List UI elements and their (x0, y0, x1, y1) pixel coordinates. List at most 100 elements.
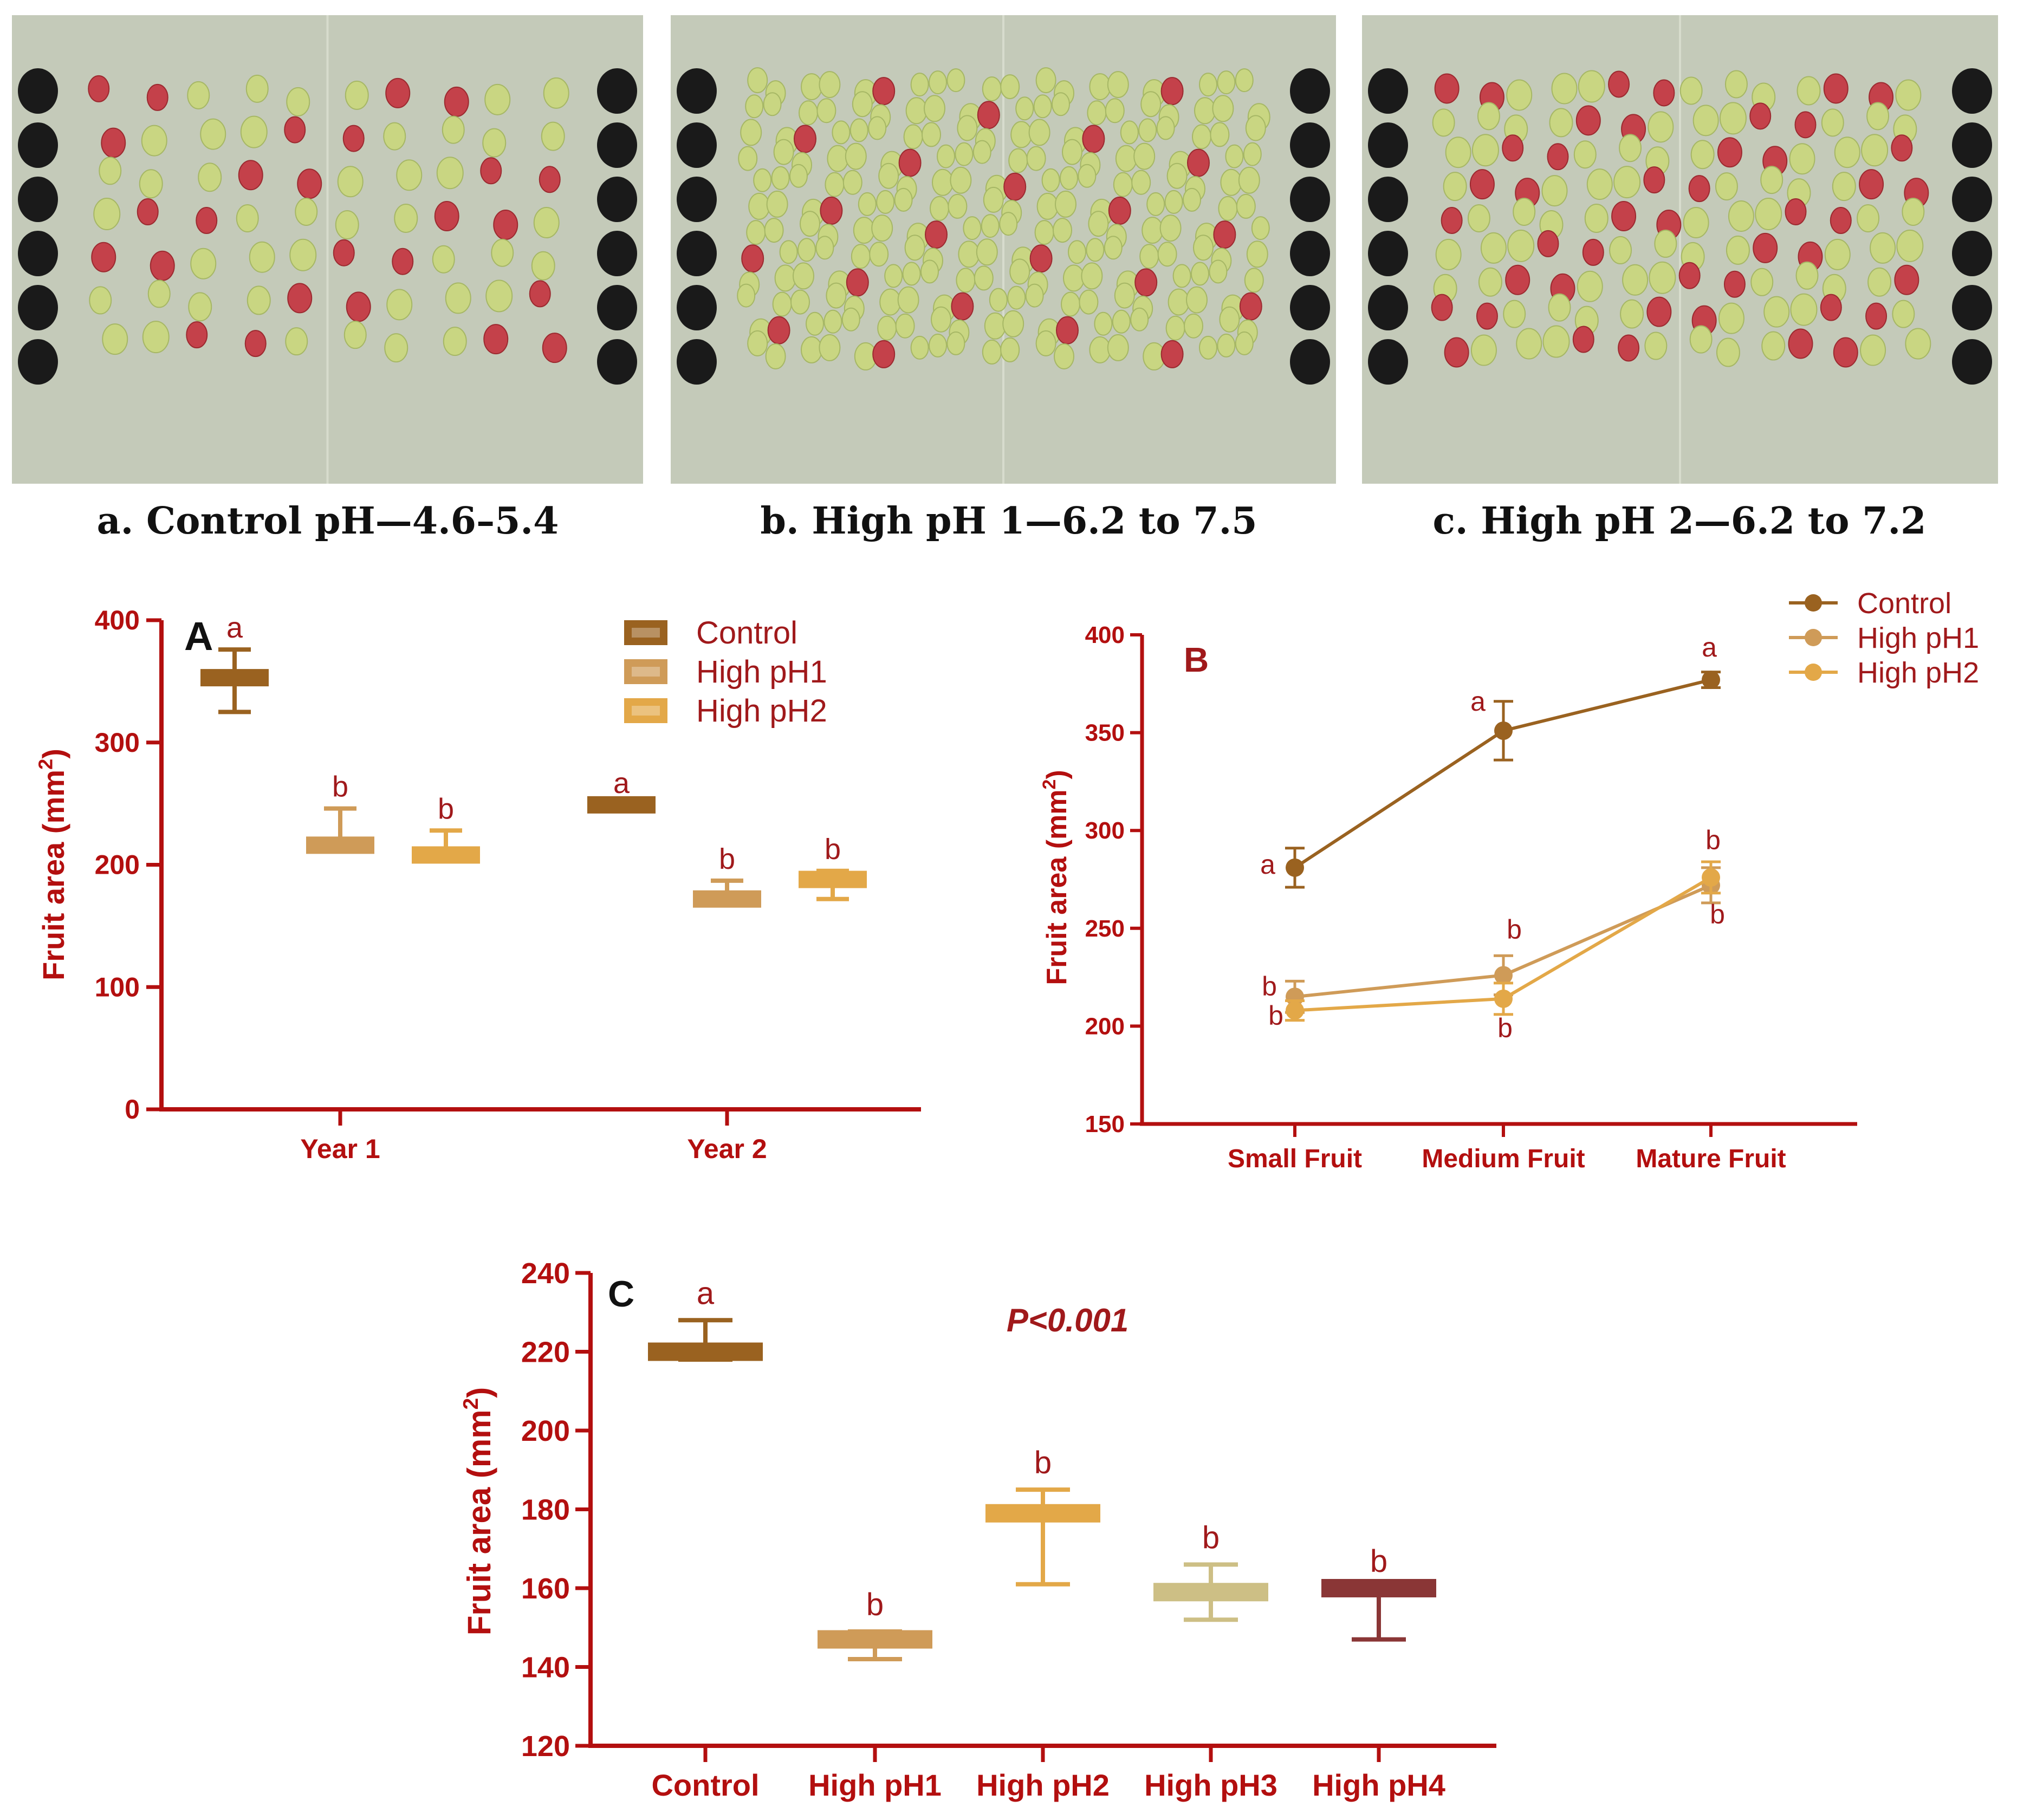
fruit (1251, 216, 1270, 240)
reference-dot (1952, 122, 1992, 168)
significance-letter: a (613, 767, 630, 800)
reference-dot (597, 231, 637, 276)
fruit (187, 81, 210, 109)
fruit (976, 238, 998, 266)
fruit (244, 330, 267, 358)
fruit (1212, 95, 1234, 122)
bar-mean-marker (1321, 1579, 1436, 1597)
fruit (1622, 264, 1649, 296)
x-tick-label: High pH4 (1312, 1768, 1445, 1802)
fruit (1209, 259, 1228, 284)
fruit (1134, 268, 1158, 297)
fruit (142, 321, 170, 354)
photo-caption: b. High pH 1—6.2 to 7.5 (760, 499, 1257, 543)
bar-mean-marker (799, 870, 867, 888)
fruit (1723, 270, 1746, 298)
fruit (765, 343, 786, 369)
bar-mean-marker (818, 1630, 932, 1649)
fruit (816, 98, 836, 123)
fruit (1551, 73, 1578, 105)
fruit (337, 166, 364, 198)
reference-dot (597, 68, 637, 114)
fruit (1441, 207, 1463, 234)
fruit (186, 321, 208, 349)
fruit (249, 241, 275, 273)
fruit (1217, 70, 1236, 95)
fruit (484, 83, 511, 115)
significance-letter: a (697, 1276, 715, 1311)
fruit (1089, 73, 1111, 101)
fruit (982, 339, 1002, 365)
fruit (1015, 96, 1034, 121)
reference-dot (1952, 339, 1992, 385)
significance-letter: b (1202, 1520, 1220, 1555)
fruit (1717, 137, 1742, 168)
fruit (746, 220, 766, 245)
fruit (88, 75, 110, 102)
reference-dot (677, 122, 717, 168)
fruit (1902, 198, 1925, 226)
fruit (1081, 262, 1103, 290)
fruit (779, 240, 798, 264)
fruit (737, 283, 756, 308)
x-tick-label: Medium Fruit (1422, 1145, 1585, 1173)
fruit (1041, 168, 1060, 192)
fruit (1191, 262, 1209, 286)
fruit (820, 196, 843, 225)
fruit (801, 73, 822, 101)
fruit (1053, 218, 1072, 243)
reference-dot (677, 339, 717, 385)
fruit (999, 212, 1018, 236)
fruit (1225, 144, 1244, 168)
photo-panel-a: a. Control pH—4.6–5.4 (12, 15, 643, 543)
fruit (853, 217, 875, 244)
fruit (1082, 125, 1105, 153)
fruit (948, 193, 968, 219)
fruit (1140, 91, 1162, 118)
reference-dot (1290, 122, 1330, 168)
fruit (1613, 166, 1641, 199)
fruit (1104, 236, 1123, 260)
fruit (1029, 244, 1053, 273)
reference-dot (1368, 285, 1408, 330)
fruit (1471, 134, 1499, 167)
fruit (879, 288, 902, 316)
y-axis-label: Fruit area (mm2) (35, 749, 70, 980)
significance-letter: b (1507, 914, 1522, 945)
significance-letter: b (1262, 971, 1277, 1002)
fruit (1823, 73, 1849, 104)
legend-swatch (624, 659, 667, 684)
fruit (1105, 98, 1125, 123)
fruit (396, 159, 423, 191)
fruit (1578, 70, 1605, 103)
fruit (1790, 293, 1818, 326)
fruit (1755, 198, 1782, 230)
significance-letter: a (1702, 632, 1717, 662)
fruit (383, 122, 406, 151)
fruit (1078, 164, 1097, 188)
fruit (1238, 166, 1260, 194)
legend-label: Control (696, 615, 797, 651)
fruit (815, 236, 834, 260)
fruit (333, 239, 355, 266)
legend-label: High pH1 (1857, 622, 1979, 654)
fruit (482, 128, 507, 158)
fruit (1715, 172, 1738, 201)
fruit (1469, 169, 1495, 200)
fruit (1865, 302, 1888, 330)
y-tick-label: 300 (1085, 817, 1125, 844)
fruit (1113, 172, 1133, 197)
fruit (910, 73, 929, 97)
fruit (190, 248, 217, 280)
fruit (91, 242, 116, 272)
fruit (245, 74, 269, 103)
legend-swatch (624, 620, 667, 645)
fruit (1063, 264, 1085, 292)
fruit (284, 116, 306, 144)
fruit (384, 333, 408, 363)
fruit (745, 94, 764, 119)
reference-dot (18, 177, 58, 222)
fruit (794, 125, 816, 153)
fruit (1009, 258, 1030, 285)
fruit (905, 97, 928, 125)
